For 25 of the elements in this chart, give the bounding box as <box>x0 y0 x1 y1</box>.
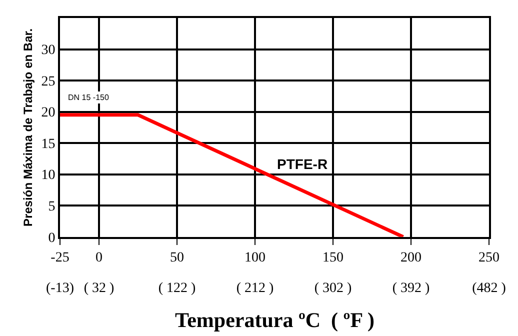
x2-tick-label: ( 32 ) <box>84 281 114 296</box>
x-tick-label: -25 <box>50 250 70 266</box>
x-tick-label: 250 <box>478 250 500 266</box>
x2-tick-label: (482 ) <box>472 281 506 296</box>
x2-tick-label: ( 122 ) <box>158 281 196 296</box>
x2-tick-label: ( 212 ) <box>236 281 274 296</box>
y-tick-label: 30 <box>41 43 56 58</box>
y-tick-label: 15 <box>41 136 56 152</box>
y-tick-label: 5 <box>48 200 56 215</box>
y-tick-label: 20 <box>41 106 56 121</box>
annotation: DN 15 -150 <box>68 93 110 102</box>
x-axis-title: Temperatura ºC ( ºF ) <box>175 308 375 332</box>
y-axis-title: Presión Máxima de Trabajo en Bar. <box>21 28 35 226</box>
x2-tick-label: ( 302 ) <box>314 281 352 296</box>
x-tick-label: 100 <box>244 250 266 266</box>
x-tick-label: 50 <box>170 250 184 266</box>
x-tick-label: 150 <box>322 250 344 266</box>
y-tick-label: 0 <box>48 230 56 246</box>
x-tick-label: 0 <box>96 250 102 266</box>
x2-tick-label: (-13) <box>46 281 74 296</box>
y-tick-label: 10 <box>41 168 56 184</box>
x-tick-label: 200 <box>400 250 422 266</box>
y-tick-label: 25 <box>41 74 56 90</box>
x2-tick-label: ( 392 ) <box>392 281 430 296</box>
series-label: PTFE-R <box>277 156 328 172</box>
